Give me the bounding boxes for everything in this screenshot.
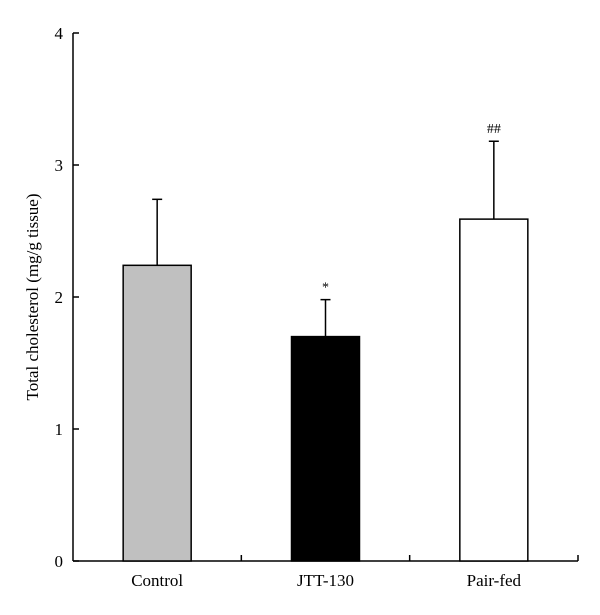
bar-control <box>122 264 192 562</box>
category-label-control: Control <box>131 571 183 590</box>
bar-pair-fed <box>459 218 529 562</box>
bars <box>122 140 529 562</box>
y-tick-label: 4 <box>55 24 64 43</box>
bar-jtt-130 <box>290 335 361 562</box>
y-tick-label: 0 <box>55 552 64 571</box>
category-label-jtt-130: JTT-130 <box>297 571 354 590</box>
y-axis-title: Total cholesterol (mg/g tissue) <box>23 193 42 400</box>
y-tick-label: 2 <box>55 288 64 307</box>
y-tick-label: 1 <box>55 420 64 439</box>
labels: 0 1 2 3 4 Control JTT-130 * Pair-fed ## <box>55 24 522 590</box>
significance-mark: * <box>322 281 329 296</box>
category-label-pair-fed: Pair-fed <box>467 571 522 590</box>
y-tick-label: 3 <box>55 156 64 175</box>
significance-mark: ## <box>487 122 501 137</box>
